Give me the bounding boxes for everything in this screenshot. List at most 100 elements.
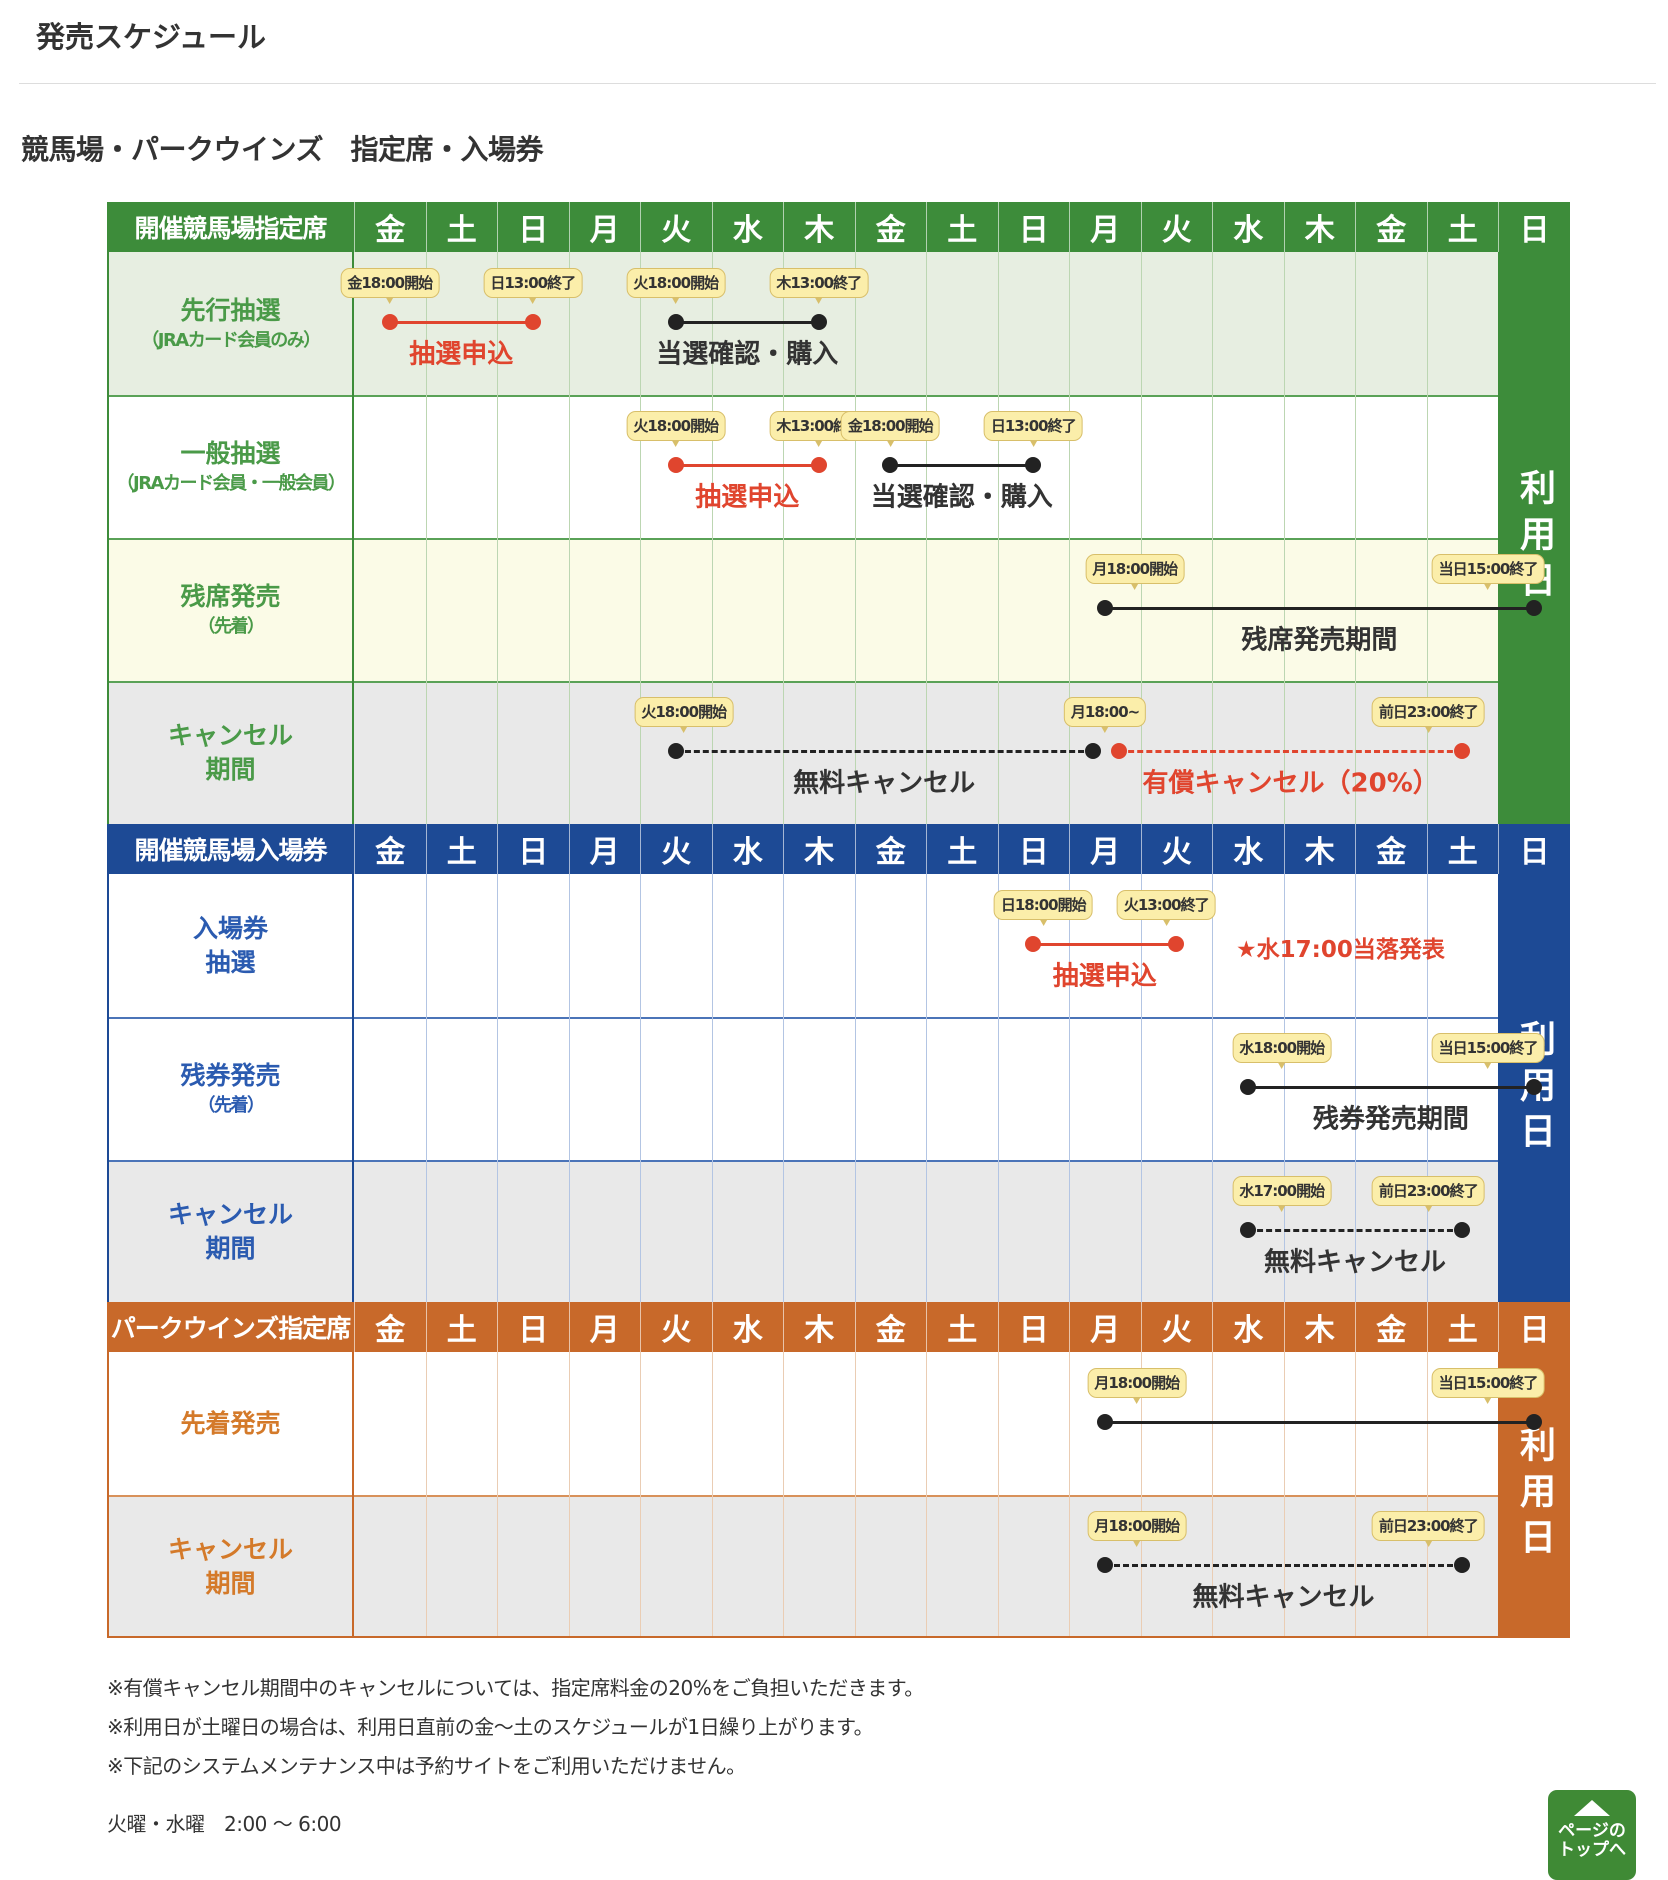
- row-label-sub: 期間: [205, 1568, 256, 1598]
- grid-line: [640, 1352, 641, 1638]
- page-title: 発売スケジュール: [36, 20, 266, 54]
- period-bar: [1247, 1228, 1463, 1232]
- grid-line: [425, 874, 427, 1303]
- day-header: 金: [854, 1302, 926, 1352]
- day-header: 木: [1283, 202, 1355, 252]
- day-header: 火: [1140, 824, 1212, 874]
- day-header: 月: [568, 202, 640, 252]
- schedule-row: [107, 1495, 1498, 1638]
- end-time-callout: 前日23:00終了: [1371, 697, 1485, 733]
- grid-line: [926, 252, 927, 824]
- day-header: 月: [568, 1302, 640, 1352]
- left-border: [107, 252, 109, 824]
- grid-line: [854, 252, 856, 824]
- start-time-callout: 月18:00開始: [1087, 1511, 1187, 1547]
- page-top-label-2: トップへ: [1558, 1840, 1626, 1860]
- day-header: 火: [1140, 1302, 1212, 1352]
- start-time-callout: 水18:00開始: [1232, 1033, 1332, 1069]
- use-day-column: 利用日: [1498, 1352, 1570, 1638]
- day-header: 木: [1283, 824, 1355, 874]
- section-header-0: 開催競馬場指定席: [107, 202, 354, 252]
- row-label-main: 残券発売: [180, 1060, 281, 1090]
- period-label: 無料キャンセル: [1263, 1247, 1447, 1278]
- day-header: 月: [568, 824, 640, 874]
- period-label: 当選確認・購入: [656, 339, 839, 370]
- grid-line: [854, 1352, 856, 1638]
- grid-line: [783, 874, 784, 1303]
- day-header: 金: [1355, 202, 1427, 252]
- day-header: 水: [711, 1302, 783, 1352]
- label-separator: [352, 252, 354, 824]
- grid-line: [1069, 1352, 1070, 1638]
- period-end-dot: [1454, 1557, 1471, 1573]
- day-header: 日: [497, 1302, 569, 1352]
- row-label-sub: （先着）: [197, 615, 266, 637]
- grid-line: [497, 252, 498, 824]
- day-header: 日: [997, 202, 1069, 252]
- start-time-callout: 火18:00開始: [626, 411, 726, 447]
- period-bar: [675, 749, 1093, 753]
- page-top-button[interactable]: ページの トップへ: [1548, 1790, 1636, 1880]
- row-label-sub: 抽選: [205, 947, 256, 977]
- footnote-1: ※有償キャンセル期間中のキャンセルについては、指定席料金の20%をご負担いただき…: [107, 1676, 924, 1700]
- use-day-column: 利用日: [1498, 252, 1570, 824]
- period-end-dot: [1168, 936, 1185, 952]
- row-label: キャンセル 期間: [107, 1160, 354, 1303]
- period-bar: [675, 463, 819, 467]
- schedule-row: [107, 874, 1498, 1017]
- grid-line: [1140, 252, 1142, 824]
- section-header-1: 開催競馬場入場券: [107, 824, 354, 874]
- period-start-dot: [1025, 936, 1042, 952]
- day-header: 金: [354, 202, 426, 252]
- period-label: 残席発売期間: [1241, 625, 1398, 656]
- period-end-dot: [1526, 1414, 1542, 1430]
- day-header: 火: [1140, 202, 1212, 252]
- row-label-sub: （先着）: [197, 1094, 266, 1116]
- period-end-dot: [524, 314, 541, 330]
- period-bar: [1104, 1420, 1534, 1424]
- period-end-dot: [810, 314, 827, 330]
- period-start-dot: [1096, 600, 1113, 616]
- period-start-dot: [1239, 1079, 1256, 1095]
- section-header-2: パークウインズ指定席: [107, 1302, 354, 1352]
- start-time-callout: 水17:00開始: [1232, 1176, 1332, 1212]
- period-end-dot: [1084, 743, 1101, 759]
- day-header: 土: [425, 1302, 497, 1352]
- grid-line: [425, 1352, 427, 1638]
- start-time-callout: 日18:00開始: [993, 890, 1093, 926]
- day-header: 土: [1426, 1302, 1498, 1352]
- period-start-dot: [1111, 743, 1128, 759]
- end-time-callout: 日13:00終了: [983, 411, 1083, 447]
- end-time-callout: 前日23:00終了: [1371, 1176, 1485, 1212]
- grid-line: [1355, 1352, 1356, 1638]
- footnote-2: ※利用日が土曜日の場合は、利用日直前の金～土のスケジュールが1日繰り上がります。: [107, 1715, 874, 1739]
- row-label: キャンセル 期間: [107, 1495, 354, 1638]
- period-bar: [1104, 606, 1534, 610]
- day-header: 水: [1212, 1302, 1284, 1352]
- day-header: 火: [640, 824, 712, 874]
- day-header: 土: [1426, 202, 1498, 252]
- row-label: 入場券 抽選: [107, 874, 354, 1017]
- bottom-border: [107, 1636, 1498, 1638]
- grid-line: [640, 252, 641, 824]
- grid-line: [1355, 874, 1356, 1303]
- period-bar: [1033, 942, 1177, 946]
- period-end-dot: [1025, 457, 1042, 473]
- grid-line: [1212, 874, 1213, 1303]
- period-label: 無料キャンセル: [793, 768, 976, 799]
- period-label: 当選確認・購入: [870, 482, 1053, 513]
- day-header: 日: [997, 1302, 1069, 1352]
- day-header: 月: [1069, 202, 1141, 252]
- grid-line: [1140, 874, 1142, 1303]
- grid-line: [1283, 874, 1285, 1303]
- row-label-sub: 期間: [205, 754, 256, 784]
- grid-line: [1355, 252, 1356, 824]
- period-bar: [389, 320, 533, 324]
- end-time-callout: 日13:00終了: [483, 268, 583, 304]
- page-top-label-1: ページの: [1558, 1821, 1626, 1841]
- end-time-callout: 木13:00終了: [769, 268, 869, 304]
- day-header: 日: [497, 824, 569, 874]
- grid-line: [1140, 1352, 1142, 1638]
- footnote-3: ※下記のシステムメンテナンス中は予約サイトをご利用いただけません。: [107, 1754, 746, 1778]
- period-bar: [675, 320, 819, 324]
